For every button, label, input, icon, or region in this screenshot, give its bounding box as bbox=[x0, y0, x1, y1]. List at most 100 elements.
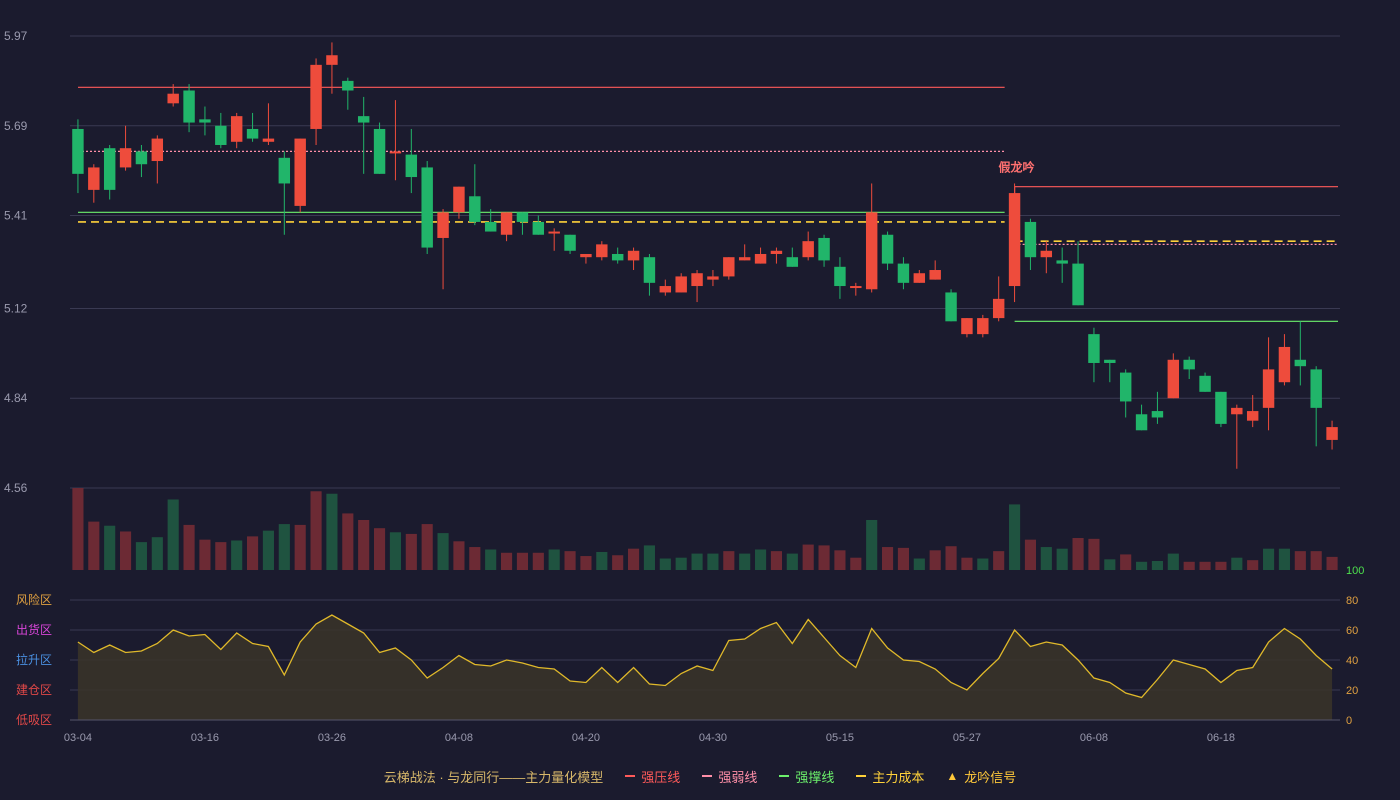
volume-bar bbox=[596, 551, 608, 570]
volume-bar bbox=[374, 528, 386, 570]
candle-body bbox=[357, 116, 370, 123]
volume-bar bbox=[437, 533, 449, 570]
volume-bar bbox=[548, 549, 560, 570]
legend-dash-icon bbox=[702, 775, 713, 777]
zone-label: 出货区 bbox=[16, 622, 52, 637]
candle-body bbox=[834, 266, 846, 287]
volume-bar bbox=[993, 551, 1005, 570]
candle-body bbox=[1167, 359, 1180, 399]
zone-label: 建仓区 bbox=[16, 683, 52, 697]
candle-body bbox=[881, 234, 894, 264]
volume-bar bbox=[310, 491, 322, 570]
candle-body bbox=[611, 253, 624, 261]
candle-body bbox=[548, 231, 560, 234]
candle-body bbox=[643, 257, 656, 283]
candle-body bbox=[770, 250, 783, 254]
candle-body bbox=[135, 151, 148, 165]
volume-bar bbox=[532, 552, 544, 570]
candle-body bbox=[1278, 346, 1291, 383]
legend-item-strong-support[interactable]: 强撑线 bbox=[779, 767, 834, 786]
legend-title: 云梯战法 · 与龙同行——主力量化模型 bbox=[383, 769, 604, 785]
x-tick-label: 04-30 bbox=[699, 732, 727, 744]
volume-bar bbox=[135, 542, 147, 570]
candle-body bbox=[199, 119, 211, 123]
volume-bar bbox=[691, 553, 703, 570]
candle-body bbox=[1072, 263, 1084, 306]
indicator-line bbox=[77, 614, 1333, 699]
legend-item-strong-pressure[interactable]: 强压线 bbox=[625, 767, 680, 786]
x-tick-label: 05-15 bbox=[826, 732, 854, 744]
volume-bar bbox=[707, 553, 719, 570]
legend-dash-icon bbox=[856, 775, 867, 777]
candle-body bbox=[1135, 414, 1148, 431]
candle-body bbox=[659, 286, 672, 293]
volume-bar bbox=[1120, 554, 1132, 570]
candle-body bbox=[992, 298, 1005, 319]
legend-item-main-cost[interactable]: 主力成本 bbox=[856, 767, 924, 786]
legend-item-dragon-signal[interactable]: ▲ 龙吟信号 bbox=[946, 769, 1017, 785]
candle-body bbox=[215, 125, 227, 145]
price-tick-label: 4.56 bbox=[4, 481, 28, 495]
legend-line-icon bbox=[625, 775, 636, 777]
volume-bar bbox=[199, 539, 211, 570]
indicator-tick-label: 40 bbox=[1346, 655, 1358, 667]
legend: 云梯战法 · 与龙同行——主力量化模型 强压线 强弱线 强撑线 主力成本 ▲ 龙… bbox=[0, 766, 1400, 786]
x-tick-label: 04-08 bbox=[445, 732, 473, 744]
legend-item-strong-weak[interactable]: 强弱线 bbox=[702, 767, 757, 786]
volume-bar bbox=[628, 548, 640, 570]
price-tick-label: 4.84 bbox=[4, 391, 28, 405]
candle-body bbox=[1040, 250, 1053, 258]
volume-bar bbox=[151, 537, 163, 570]
candle-body bbox=[469, 196, 481, 222]
candle-body bbox=[342, 80, 354, 91]
volume-bar bbox=[485, 549, 497, 570]
volume-bar bbox=[405, 533, 417, 570]
volume-bar bbox=[183, 524, 195, 570]
candle-body bbox=[564, 234, 576, 251]
volume-bar bbox=[1294, 551, 1306, 570]
candle-body bbox=[945, 292, 957, 322]
volume-bar bbox=[247, 536, 259, 570]
candle-body bbox=[802, 241, 814, 258]
volume-bar bbox=[326, 493, 338, 570]
candle-body bbox=[1119, 372, 1132, 402]
volume-bar bbox=[850, 557, 862, 570]
candle-body bbox=[1024, 221, 1037, 258]
candle-body bbox=[373, 128, 386, 174]
x-tick-label: 04-20 bbox=[572, 732, 600, 744]
candle-body bbox=[1151, 411, 1164, 418]
volume-bar bbox=[961, 557, 973, 570]
volume-bar bbox=[358, 519, 370, 570]
zone-label: 拉升区 bbox=[16, 652, 52, 667]
candle-body bbox=[596, 244, 608, 258]
volume-bar bbox=[834, 550, 846, 570]
candle-body bbox=[723, 257, 735, 277]
candle-body bbox=[1088, 334, 1100, 363]
volume-bar bbox=[1104, 559, 1116, 570]
x-tick-label: 03-04 bbox=[64, 732, 92, 744]
x-tick-label: 06-18 bbox=[1207, 732, 1235, 744]
candle-body bbox=[88, 167, 100, 190]
indicator-tick-label: 0 bbox=[1346, 715, 1352, 727]
volume-bar bbox=[564, 551, 576, 570]
candle-body bbox=[453, 186, 465, 213]
candle-body bbox=[230, 116, 243, 142]
zone-label: 风险区 bbox=[16, 592, 52, 607]
zone-label: 低吸区 bbox=[16, 713, 52, 727]
volume-bar bbox=[421, 524, 433, 570]
candle-body bbox=[865, 212, 878, 290]
volume-bar bbox=[104, 525, 116, 570]
volume-bar bbox=[1136, 561, 1148, 570]
volume-bar bbox=[1199, 561, 1211, 570]
candle-body bbox=[754, 253, 767, 264]
volume-bar bbox=[1326, 556, 1338, 570]
candle-body bbox=[961, 318, 973, 335]
volume-bar bbox=[120, 531, 132, 570]
candle-body bbox=[707, 276, 719, 280]
volume-bar bbox=[580, 556, 592, 570]
volume-bar bbox=[1088, 538, 1100, 570]
volume-bar bbox=[1247, 560, 1259, 570]
candle-body bbox=[691, 273, 703, 287]
volume-bar bbox=[945, 546, 957, 570]
